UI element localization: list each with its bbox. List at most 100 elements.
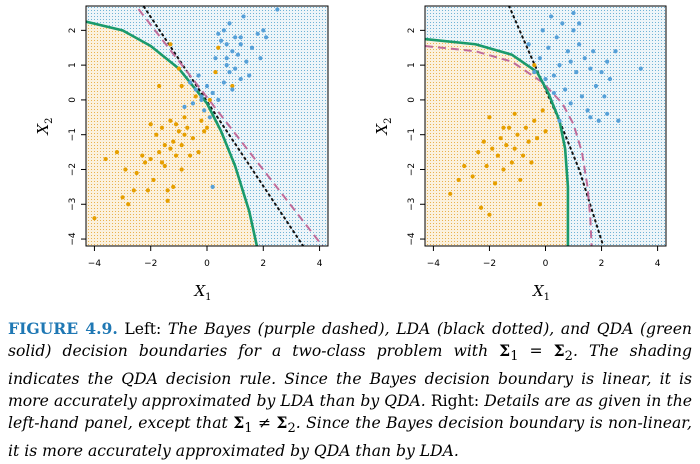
orange-point <box>199 118 204 123</box>
orange-point <box>173 153 179 158</box>
caption-part: Σ <box>499 341 511 360</box>
orange-point <box>207 97 212 103</box>
orange-point <box>202 129 207 134</box>
orange-point <box>179 83 184 89</box>
lda-boundary <box>142 6 305 246</box>
orange-point <box>532 63 537 68</box>
x-tick-label: 2 <box>260 259 266 269</box>
blue-point <box>207 115 212 120</box>
caption-part: 1 <box>244 421 253 437</box>
orange-point <box>168 146 173 151</box>
orange-point <box>470 174 475 179</box>
orange-point <box>159 125 165 130</box>
blue-point <box>605 59 610 64</box>
blue-point <box>249 45 255 50</box>
orange-point <box>171 184 176 189</box>
blue-point <box>602 94 607 99</box>
blue-point <box>196 73 201 78</box>
orange-point <box>182 132 187 137</box>
orange-point <box>134 170 139 176</box>
blue-point <box>616 118 621 123</box>
y-tick-label: −3 <box>68 198 78 211</box>
blue-point <box>605 111 610 116</box>
blue-point <box>261 28 266 33</box>
orange-point <box>509 160 514 165</box>
y-tick-label: 0 <box>407 97 417 103</box>
caption-part: Details are as given in the left-hand pa… <box>8 392 692 433</box>
y-tick-label: 0 <box>68 97 78 103</box>
blue-point <box>230 49 235 54</box>
blue-point <box>585 108 590 113</box>
orange-point <box>543 129 548 134</box>
orange-point <box>157 149 162 155</box>
blue-point <box>568 59 573 64</box>
caption-part: The Bayes (purple dashed), LDA (black do… <box>8 320 692 360</box>
blue-point <box>551 90 557 96</box>
orange-point <box>481 139 486 144</box>
blue-point <box>579 94 585 99</box>
blue-point <box>238 35 243 40</box>
blue-point <box>563 87 568 92</box>
figure-label: FIGURE 4.9. <box>8 319 118 338</box>
orange-point <box>176 129 181 134</box>
orange-point <box>196 149 201 155</box>
blue-point <box>551 73 557 78</box>
y-tick-label: 2 <box>68 27 78 33</box>
orange-point <box>176 66 181 71</box>
orange-point <box>148 156 153 162</box>
orange-point <box>92 216 97 221</box>
blue-point <box>213 56 218 61</box>
orange-point <box>515 132 520 137</box>
blue-point <box>193 87 198 92</box>
orange-point <box>190 136 196 141</box>
orange-point <box>484 163 489 169</box>
blue-point <box>221 28 226 33</box>
caption-part: ≠ <box>252 414 277 433</box>
x-axis-label: X1 <box>193 282 211 303</box>
blue-point <box>638 66 643 71</box>
blue-point <box>221 80 226 85</box>
blue-point <box>540 28 545 33</box>
x-tick-label: 2 <box>599 259 605 269</box>
x-axis-label-main: X <box>193 282 206 300</box>
blue-point <box>588 66 593 71</box>
y-axis-label-sub: 2 <box>383 117 394 123</box>
blue-point <box>613 49 618 54</box>
orange-point <box>204 125 210 130</box>
blue-point <box>224 56 229 61</box>
blue-point <box>577 21 582 26</box>
orange-point <box>162 163 167 169</box>
orange-point <box>498 136 503 141</box>
blue-point <box>560 21 565 26</box>
x-tick-label: 4 <box>655 259 661 269</box>
x-axis-label-sub: 1 <box>544 292 550 303</box>
orange-point <box>487 115 492 120</box>
blue-point <box>275 7 280 12</box>
y-tick-label: −2 <box>68 163 78 176</box>
orange-point <box>448 191 453 196</box>
x-axis-label-sub: 1 <box>205 292 211 303</box>
blue-point <box>588 115 593 120</box>
caption-part: 1 <box>510 349 519 365</box>
blue-point <box>241 14 246 19</box>
blue-point <box>233 35 238 40</box>
y-tick-label: 1 <box>407 62 417 68</box>
blue-point <box>247 73 252 78</box>
orange-point <box>120 195 125 200</box>
orange-point <box>532 118 537 123</box>
y-axis-label: X2 <box>34 117 55 135</box>
qda-shade-orange <box>86 21 257 246</box>
blue-point <box>202 108 207 113</box>
caption-part: = <box>518 342 554 360</box>
y-tick-label: −1 <box>68 128 78 141</box>
orange-point <box>114 149 120 155</box>
caption-part: . The shading indicates the QDA decision… <box>8 342 692 411</box>
orange-point <box>492 181 498 186</box>
blue-point <box>258 56 263 61</box>
caption-part: Σ <box>233 413 245 433</box>
y-tick-label: −4 <box>68 232 78 246</box>
blue-point <box>549 14 554 19</box>
